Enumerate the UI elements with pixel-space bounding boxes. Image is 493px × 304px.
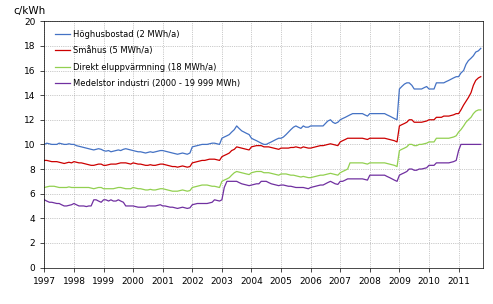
Höghusbostad (2 MWh/a)	[197, 143, 203, 147]
Direkt eluppvärmning (18 MWh/a)	[197, 184, 203, 188]
Medelstor industri (2000 - 19 999 MWh)	[396, 173, 402, 177]
Småhus (5 MWh/a)	[478, 75, 484, 78]
Legend: Höghusbostad (2 MWh/a), Småhus (5 MWh/a), Direkt eluppvärmning (18 MWh/a), Medel: Höghusbostad (2 MWh/a), Småhus (5 MWh/a)…	[53, 28, 242, 90]
Höghusbostad (2 MWh/a)	[340, 117, 346, 120]
Direkt eluppvärmning (18 MWh/a)	[453, 134, 459, 138]
Medelstor industri (2000 - 19 999 MWh)	[41, 198, 47, 202]
Line: Småhus (5 MWh/a): Småhus (5 MWh/a)	[44, 77, 481, 167]
Medelstor industri (2000 - 19 999 MWh)	[458, 143, 464, 146]
Medelstor industri (2000 - 19 999 MWh)	[197, 202, 203, 205]
Höghusbostad (2 MWh/a)	[478, 47, 484, 50]
Direkt eluppvärmning (18 MWh/a)	[340, 170, 346, 173]
Småhus (5 MWh/a)	[175, 165, 180, 169]
Småhus (5 MWh/a)	[396, 124, 402, 128]
Direkt eluppvärmning (18 MWh/a)	[475, 108, 481, 112]
Medelstor industri (2000 - 19 999 MWh)	[258, 179, 264, 183]
Direkt eluppvärmning (18 MWh/a)	[396, 149, 402, 152]
Medelstor industri (2000 - 19 999 MWh)	[478, 143, 484, 146]
Höghusbostad (2 MWh/a)	[41, 143, 47, 146]
Medelstor industri (2000 - 19 999 MWh)	[175, 207, 180, 210]
Småhus (5 MWh/a)	[197, 159, 203, 163]
Line: Höghusbostad (2 MWh/a): Höghusbostad (2 MWh/a)	[44, 48, 481, 154]
Direkt eluppvärmning (18 MWh/a)	[41, 186, 47, 189]
Småhus (5 MWh/a)	[258, 144, 264, 147]
Direkt eluppvärmning (18 MWh/a)	[478, 108, 484, 112]
Direkt eluppvärmning (18 MWh/a)	[113, 186, 119, 190]
Småhus (5 MWh/a)	[41, 159, 47, 162]
Medelstor industri (2000 - 19 999 MWh)	[453, 159, 459, 162]
Höghusbostad (2 MWh/a)	[175, 152, 180, 156]
Direkt eluppvärmning (18 MWh/a)	[258, 170, 264, 173]
Medelstor industri (2000 - 19 999 MWh)	[113, 199, 119, 203]
Höghusbostad (2 MWh/a)	[396, 87, 402, 91]
Höghusbostad (2 MWh/a)	[453, 75, 459, 78]
Direkt eluppvärmning (18 MWh/a)	[170, 189, 176, 193]
Småhus (5 MWh/a)	[113, 162, 119, 166]
Medelstor industri (2000 - 19 999 MWh)	[340, 179, 346, 183]
Småhus (5 MWh/a)	[340, 139, 346, 143]
Höghusbostad (2 MWh/a)	[258, 141, 264, 145]
Höghusbostad (2 MWh/a)	[113, 149, 119, 152]
Line: Medelstor industri (2000 - 19 999 MWh): Medelstor industri (2000 - 19 999 MWh)	[44, 144, 481, 209]
Text: c/kWh: c/kWh	[14, 6, 46, 16]
Line: Direkt eluppvärmning (18 MWh/a): Direkt eluppvärmning (18 MWh/a)	[44, 110, 481, 191]
Småhus (5 MWh/a)	[453, 112, 459, 116]
